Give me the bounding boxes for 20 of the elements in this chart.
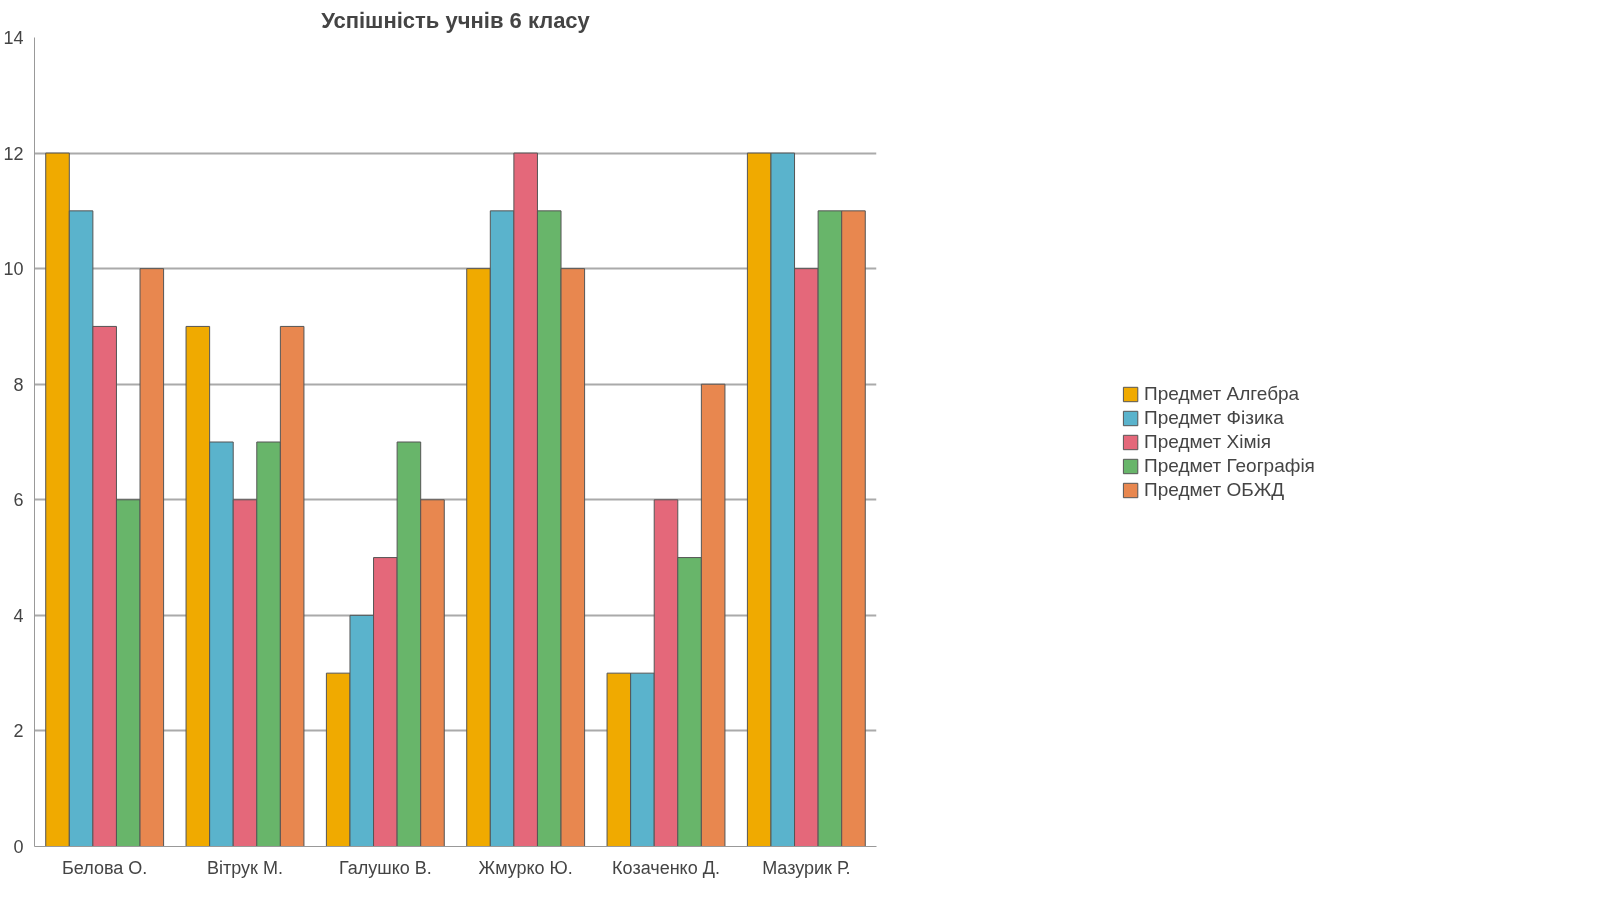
y-tick-label: 8 [13, 374, 24, 395]
legend-label: Предмет Географія [1144, 454, 1315, 477]
legend-label: Предмет Хімія [1144, 430, 1272, 453]
chart-title: Успішність учнів 6 класу [321, 7, 591, 33]
y-tick-label: 0 [13, 837, 24, 857]
y-tick-label: 12 [3, 143, 24, 164]
x-tick-label: Белова О. [62, 857, 148, 878]
x-tick-label: Мазурик Р. [762, 857, 851, 878]
y-tick-label: 14 [3, 28, 24, 48]
legend-label: Предмет Фізика [1144, 406, 1284, 429]
y-tick-label: 2 [13, 721, 24, 742]
x-tick-label: Галушко В. [338, 857, 432, 878]
y-tick-label: 6 [13, 490, 24, 511]
y-tick-label: 4 [13, 605, 24, 626]
legend-label: Предмет ОБЖД [1144, 478, 1285, 501]
y-tick-label: 10 [3, 259, 24, 280]
x-tick-label: Козаченко Д. [612, 857, 720, 878]
x-tick-label: Жмурко Ю. [478, 857, 573, 878]
x-tick-label: Вітрук М. [207, 857, 283, 878]
legend-label: Предмет Алгебра [1144, 382, 1300, 405]
